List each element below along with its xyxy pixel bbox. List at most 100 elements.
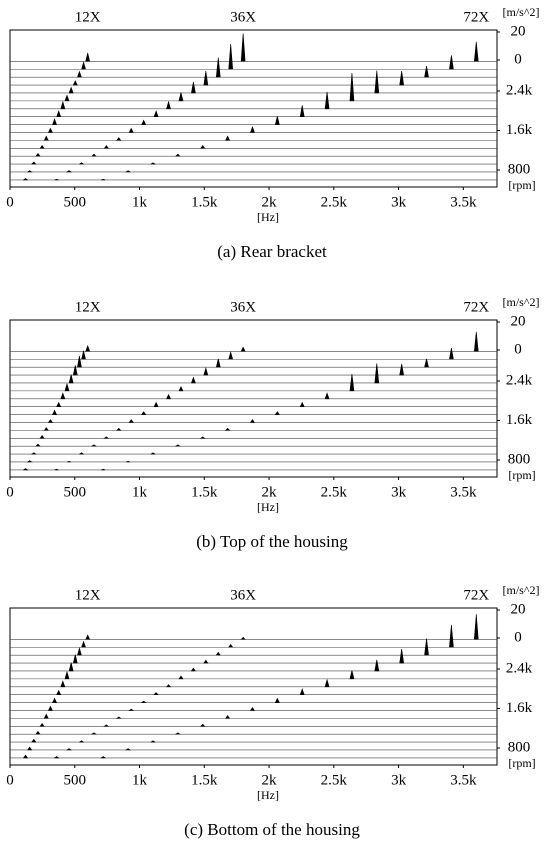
y2-axis-label: [m/s^2] <box>503 5 540 19</box>
order-label: 72X <box>463 587 489 603</box>
order-peak <box>72 80 78 86</box>
order-peak <box>90 444 97 447</box>
order-peak <box>101 468 106 471</box>
order-peak <box>39 144 45 149</box>
order-peak <box>103 724 110 727</box>
order-peak <box>26 170 33 173</box>
order-peak <box>26 460 33 463</box>
y-tick-label: 1.6k <box>506 412 533 428</box>
order-peak <box>399 71 405 86</box>
order-peak <box>78 162 85 165</box>
order-peak <box>178 92 184 102</box>
y-tick-label: 800 <box>508 161 531 177</box>
x-tick-label: 2.5k <box>321 194 348 210</box>
plot-area <box>10 614 497 759</box>
order-peak <box>175 153 181 157</box>
order-peak <box>52 409 58 415</box>
order-peak <box>449 348 454 360</box>
order-peak <box>150 452 156 455</box>
order-peak <box>81 61 86 70</box>
x-tick-label: 1k <box>132 772 148 788</box>
order-peak <box>215 57 221 78</box>
x-axis-label: [Hz] <box>257 210 279 224</box>
panel: 12X 36X 72X 0 500 1k 1.5k 2k 2.5k 3k 3.5k [Hz] 800 1.… <box>6 295 539 551</box>
order-peak <box>141 411 147 415</box>
order-peak <box>191 81 196 94</box>
order-peak <box>31 161 37 165</box>
order-peak <box>22 178 29 181</box>
order-peak <box>53 756 60 759</box>
order-peak <box>68 374 74 384</box>
order-peak <box>228 44 234 70</box>
order-peak <box>150 162 156 165</box>
x-tick-label: 0 <box>6 772 14 788</box>
y2-tick-label: 0 <box>514 51 522 67</box>
y2-axis-label: [m/s^2] <box>503 295 540 309</box>
order-peak <box>35 152 41 157</box>
order-peak <box>140 700 147 703</box>
order-peak <box>141 119 147 125</box>
order-peak <box>64 94 70 102</box>
order-peak <box>240 346 246 352</box>
order-peak <box>60 680 66 688</box>
order-peak <box>128 419 134 423</box>
order-peak <box>374 70 380 94</box>
order-peak <box>228 351 234 360</box>
y-axis-label: [rpm] <box>508 756 535 770</box>
caption: (a) Rear bracket <box>217 242 327 261</box>
order-peak <box>199 436 206 439</box>
order-peak <box>56 401 62 407</box>
order-peak <box>374 659 380 672</box>
order-peak <box>250 125 255 133</box>
order-peak <box>78 740 85 743</box>
order-peak <box>374 363 380 384</box>
order-peak <box>31 738 37 743</box>
y-axis-label: [rpm] <box>508 178 535 192</box>
order-peak <box>166 393 172 400</box>
order-peak <box>249 707 256 711</box>
order-peak <box>54 178 59 181</box>
order-peak <box>349 72 355 102</box>
order-peak <box>225 135 231 141</box>
order-label: 72X <box>463 299 489 315</box>
order-peak <box>128 708 135 711</box>
y2-tick-label: 20 <box>511 23 526 39</box>
order-peak <box>449 55 454 70</box>
order-peak <box>47 419 53 423</box>
x-tick-label: 3k <box>391 484 407 500</box>
order-peak <box>190 667 196 672</box>
order-peak <box>30 452 37 455</box>
order-peak <box>72 654 78 664</box>
order-peak <box>68 662 74 672</box>
x-tick-label: 500 <box>64 194 87 210</box>
order-peak <box>35 730 41 735</box>
order-peak <box>399 363 405 376</box>
order-peak <box>274 411 280 415</box>
order-peak <box>203 366 209 376</box>
order-peak <box>299 688 305 695</box>
x-tick-label: 3k <box>391 194 407 210</box>
order-peak <box>224 427 231 431</box>
caption: (b) Top of the housing <box>196 532 348 551</box>
order-peak <box>103 436 110 439</box>
order-peak <box>274 116 280 125</box>
order-label: 72X <box>463 9 489 25</box>
x-tick-label: 1.5k <box>191 772 218 788</box>
order-peak <box>85 52 91 62</box>
order-peak <box>52 697 58 703</box>
order-peak <box>165 684 172 688</box>
order-peak <box>60 392 66 400</box>
order-peak <box>240 33 246 62</box>
order-peak <box>153 692 159 695</box>
order-peak <box>249 419 256 423</box>
caption: (c) Bottom of the housing <box>184 820 360 839</box>
order-peak <box>178 675 184 680</box>
x-tick-label: 1.5k <box>191 194 218 210</box>
order-peak <box>473 331 479 352</box>
order-peak <box>47 127 53 133</box>
order-peak <box>77 647 82 656</box>
x-tick-label: 3.5k <box>450 194 477 210</box>
x-tick-label: 2k <box>262 484 278 500</box>
y2-tick-label: 20 <box>511 313 526 329</box>
